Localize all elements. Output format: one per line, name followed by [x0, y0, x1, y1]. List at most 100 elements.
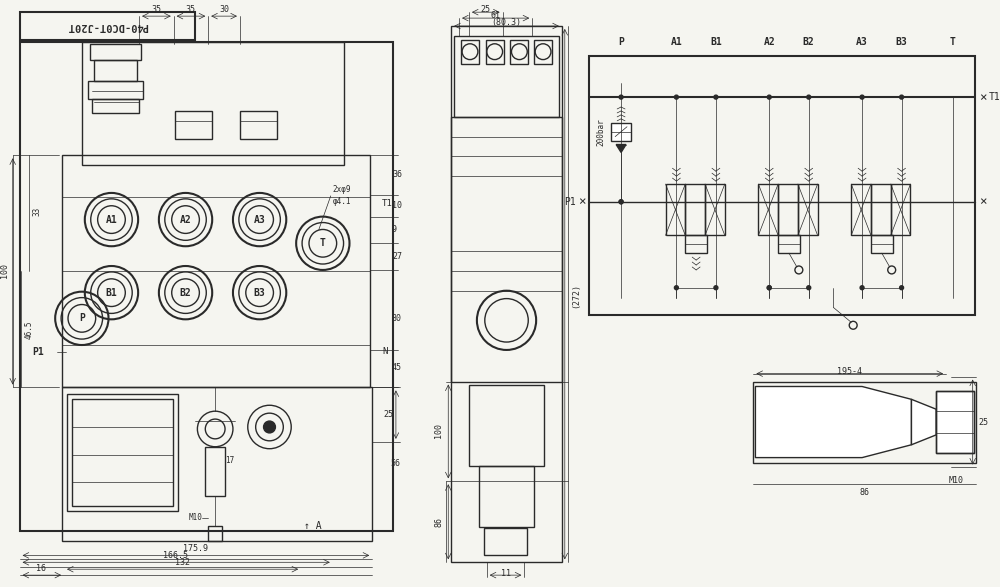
- Bar: [871, 184, 891, 235]
- Text: 33: 33: [32, 207, 41, 216]
- Bar: [891, 184, 910, 235]
- Circle shape: [860, 286, 864, 290]
- Bar: [461, 40, 479, 63]
- Text: 30: 30: [219, 5, 229, 14]
- Bar: [611, 123, 631, 140]
- Text: B2: B2: [803, 37, 815, 47]
- Text: 132: 132: [175, 558, 190, 567]
- Text: T: T: [320, 238, 326, 248]
- Text: (272): (272): [572, 283, 581, 308]
- Bar: [871, 235, 893, 253]
- Bar: [798, 184, 818, 235]
- Text: 195-4: 195-4: [837, 367, 862, 376]
- Text: T: T: [950, 37, 956, 47]
- Bar: [851, 184, 871, 235]
- Bar: [20, 12, 195, 40]
- Text: 200bar: 200bar: [596, 118, 605, 146]
- Text: P: P: [79, 313, 85, 323]
- Bar: [175, 111, 212, 139]
- Text: A2: A2: [180, 215, 191, 225]
- Bar: [454, 36, 559, 117]
- Circle shape: [714, 95, 718, 99]
- Text: 17: 17: [225, 456, 235, 465]
- Text: A2: A2: [763, 37, 775, 47]
- Text: 86: 86: [434, 517, 443, 527]
- Bar: [451, 26, 562, 562]
- Bar: [510, 40, 528, 63]
- Text: M10: M10: [188, 514, 202, 522]
- Circle shape: [674, 95, 678, 99]
- Text: 11: 11: [501, 569, 511, 578]
- Text: A1: A1: [106, 215, 117, 225]
- Bar: [758, 184, 778, 235]
- Text: 16: 16: [36, 564, 46, 573]
- Circle shape: [767, 286, 771, 290]
- Text: 25: 25: [979, 417, 989, 427]
- Bar: [589, 56, 975, 315]
- Text: 56: 56: [390, 459, 400, 468]
- Bar: [67, 394, 178, 511]
- Text: φ4.1: φ4.1: [333, 197, 351, 206]
- Text: 25: 25: [481, 5, 491, 14]
- Text: A3: A3: [254, 215, 265, 225]
- Text: ×: ×: [979, 195, 986, 208]
- Text: ×: ×: [979, 90, 986, 104]
- Circle shape: [619, 200, 623, 204]
- Polygon shape: [911, 399, 936, 445]
- Text: 100: 100: [0, 264, 9, 278]
- Text: B3: B3: [896, 37, 907, 47]
- Text: 80: 80: [392, 314, 402, 323]
- Circle shape: [807, 286, 811, 290]
- Text: P: P: [618, 37, 624, 47]
- Circle shape: [900, 286, 904, 290]
- Text: 166.5: 166.5: [163, 551, 188, 561]
- Bar: [753, 382, 976, 463]
- Text: 2xφ9: 2xφ9: [333, 185, 351, 194]
- Circle shape: [714, 286, 718, 290]
- Text: 10: 10: [392, 201, 402, 210]
- Text: A3: A3: [856, 37, 868, 47]
- Bar: [90, 44, 141, 60]
- Circle shape: [767, 95, 771, 99]
- Bar: [451, 117, 562, 382]
- Bar: [240, 111, 277, 139]
- Bar: [778, 235, 800, 253]
- Text: B3: B3: [254, 288, 265, 298]
- Circle shape: [900, 95, 904, 99]
- Text: 45: 45: [392, 363, 402, 372]
- Circle shape: [860, 95, 864, 99]
- Circle shape: [674, 286, 678, 290]
- Text: M10: M10: [948, 476, 963, 485]
- Text: A1: A1: [671, 37, 682, 47]
- Bar: [72, 399, 173, 506]
- Bar: [936, 392, 974, 453]
- Text: 35: 35: [185, 5, 195, 14]
- Bar: [778, 184, 798, 235]
- Bar: [82, 42, 344, 166]
- Text: ↑ A: ↑ A: [304, 521, 322, 531]
- Circle shape: [767, 286, 771, 290]
- Text: 36: 36: [392, 170, 402, 178]
- Circle shape: [807, 95, 811, 99]
- Text: B1: B1: [106, 288, 117, 298]
- Text: (80.3): (80.3): [492, 18, 522, 26]
- Text: 25: 25: [384, 410, 394, 419]
- Text: N: N: [382, 348, 387, 356]
- Bar: [666, 184, 685, 235]
- Text: P1: P1: [564, 197, 576, 207]
- Bar: [205, 447, 225, 496]
- Text: 175.9: 175.9: [183, 544, 208, 554]
- Circle shape: [619, 95, 623, 99]
- Bar: [88, 82, 143, 99]
- Bar: [486, 40, 504, 63]
- Bar: [92, 99, 139, 113]
- Bar: [685, 235, 707, 253]
- Circle shape: [619, 200, 623, 204]
- Bar: [62, 156, 370, 387]
- Circle shape: [264, 421, 275, 433]
- Text: B1: B1: [710, 37, 722, 47]
- Text: B2: B2: [180, 288, 191, 298]
- Text: 86: 86: [859, 488, 869, 497]
- Bar: [484, 528, 527, 555]
- Bar: [20, 42, 393, 531]
